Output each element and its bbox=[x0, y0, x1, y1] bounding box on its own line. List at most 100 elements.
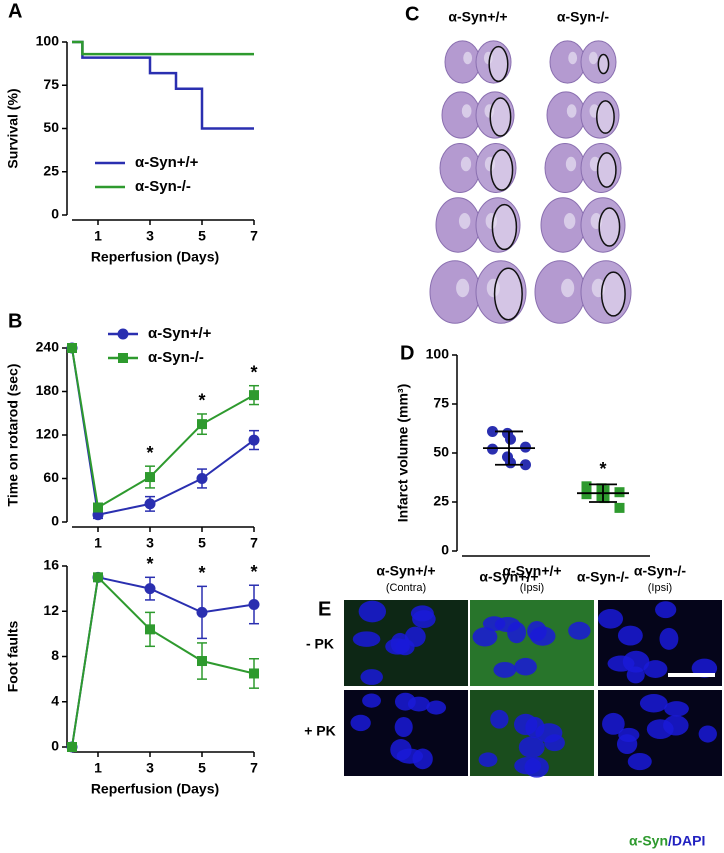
y-tick-label: 0 bbox=[441, 542, 449, 558]
marker bbox=[599, 485, 610, 496]
y-tick-label: 8 bbox=[51, 647, 59, 663]
brain-ventricle bbox=[568, 51, 578, 65]
legend-label: α-Syn-/- bbox=[148, 349, 204, 366]
nucleus bbox=[514, 657, 537, 676]
brain-hemisphere bbox=[546, 91, 586, 139]
row-label: + PK bbox=[304, 723, 336, 739]
infarct-outline bbox=[600, 271, 626, 317]
nucleus bbox=[490, 709, 509, 729]
survival-line bbox=[72, 40, 254, 56]
marker bbox=[614, 502, 625, 513]
x-tick-label: 3 bbox=[146, 228, 154, 244]
brain-hemisphere bbox=[429, 260, 481, 324]
nucleus bbox=[626, 666, 645, 684]
nucleus bbox=[360, 669, 383, 685]
nucleus bbox=[529, 626, 556, 646]
marker bbox=[67, 742, 77, 752]
brain-hemisphere bbox=[439, 143, 481, 193]
y-tick-label: 50 bbox=[43, 119, 59, 135]
column-subtitle: (Contra) bbox=[386, 582, 426, 594]
caption-dapi: /DAPI bbox=[668, 833, 705, 849]
row-label: - PK bbox=[306, 636, 334, 652]
x-tick-label: α-Syn-/- bbox=[577, 569, 629, 585]
series-line bbox=[71, 576, 255, 748]
nucleus bbox=[394, 717, 413, 738]
y-tick-label: 16 bbox=[43, 557, 59, 573]
column-title: α-Syn+/+ bbox=[502, 563, 561, 579]
x-axis-label: Reperfusion (Days) bbox=[91, 781, 219, 797]
nucleus bbox=[627, 752, 652, 771]
marker bbox=[144, 498, 156, 510]
nucleus bbox=[412, 610, 436, 629]
significance: * bbox=[198, 563, 205, 583]
marker bbox=[196, 473, 208, 484]
nucleus bbox=[646, 719, 674, 739]
x-tick-label: 5 bbox=[198, 535, 206, 551]
nucleus bbox=[616, 734, 638, 754]
x-tick-label: 7 bbox=[250, 535, 258, 551]
x-tick-label: 1 bbox=[94, 535, 102, 551]
brain-ventricle bbox=[588, 51, 598, 65]
marker bbox=[249, 668, 259, 679]
nucleus bbox=[568, 621, 591, 640]
y-tick-label: 25 bbox=[433, 493, 449, 509]
nucleus bbox=[478, 752, 498, 767]
nucleus bbox=[352, 631, 381, 647]
y-tick-label: 75 bbox=[433, 395, 449, 411]
y-tick-label: 120 bbox=[36, 426, 60, 442]
y-axis-label: Time on rotarod (sec) bbox=[5, 364, 21, 507]
brain-ventricle bbox=[456, 278, 470, 298]
marker bbox=[520, 441, 531, 453]
column-label: α-Syn+/+ bbox=[448, 9, 507, 25]
y-tick-label: 240 bbox=[36, 339, 60, 355]
y-tick-label: 100 bbox=[36, 33, 60, 49]
y-tick-label: 0 bbox=[51, 738, 59, 754]
brain-hemisphere bbox=[441, 91, 481, 139]
significance: * bbox=[599, 459, 606, 479]
significance: * bbox=[250, 362, 257, 382]
column-title: α-Syn+/+ bbox=[376, 563, 435, 579]
marker bbox=[197, 419, 207, 430]
significance: * bbox=[146, 443, 153, 463]
infarct-outline bbox=[598, 207, 621, 247]
y-tick-label: 0 bbox=[51, 206, 59, 222]
nucleus bbox=[362, 693, 381, 708]
marker bbox=[520, 459, 531, 471]
nucleus bbox=[404, 626, 426, 647]
nucleus bbox=[607, 655, 635, 672]
infarct-outline bbox=[493, 267, 523, 321]
marker bbox=[249, 390, 259, 401]
marker bbox=[144, 583, 156, 595]
nucleus bbox=[598, 609, 624, 629]
marker bbox=[248, 434, 260, 446]
x-tick-label: 7 bbox=[250, 228, 258, 244]
marker bbox=[145, 624, 155, 635]
marker bbox=[581, 489, 592, 500]
nucleus bbox=[493, 661, 517, 678]
marker bbox=[197, 656, 207, 667]
brain-ventricle bbox=[460, 156, 472, 172]
infarct-outline bbox=[489, 97, 512, 137]
x-tick-label: α-Syn+/+ bbox=[479, 569, 538, 585]
x-tick-label: 3 bbox=[146, 535, 154, 551]
x-tick-label: 1 bbox=[94, 228, 102, 244]
column-subtitle: (Ipsi) bbox=[648, 582, 672, 594]
brain-ventricle bbox=[566, 104, 577, 118]
nucleus bbox=[358, 600, 387, 623]
legend-label: α-Syn+/+ bbox=[135, 154, 199, 171]
nucleus bbox=[407, 696, 430, 712]
y-tick-label: 180 bbox=[36, 382, 60, 398]
nucleus bbox=[698, 725, 717, 743]
brain-hemisphere bbox=[435, 197, 481, 253]
legend-marker bbox=[117, 328, 129, 340]
nucleus bbox=[494, 617, 521, 633]
marker bbox=[93, 572, 103, 583]
caption-syn: α-Syn bbox=[629, 833, 668, 849]
infarct-outline bbox=[491, 203, 518, 251]
y-tick-label: 12 bbox=[43, 602, 59, 618]
y-tick-label: 60 bbox=[43, 469, 59, 485]
x-axis-label: Reperfusion (Days) bbox=[91, 249, 219, 265]
y-tick-label: 75 bbox=[43, 76, 59, 92]
marker bbox=[581, 481, 592, 492]
nucleus bbox=[350, 714, 371, 732]
